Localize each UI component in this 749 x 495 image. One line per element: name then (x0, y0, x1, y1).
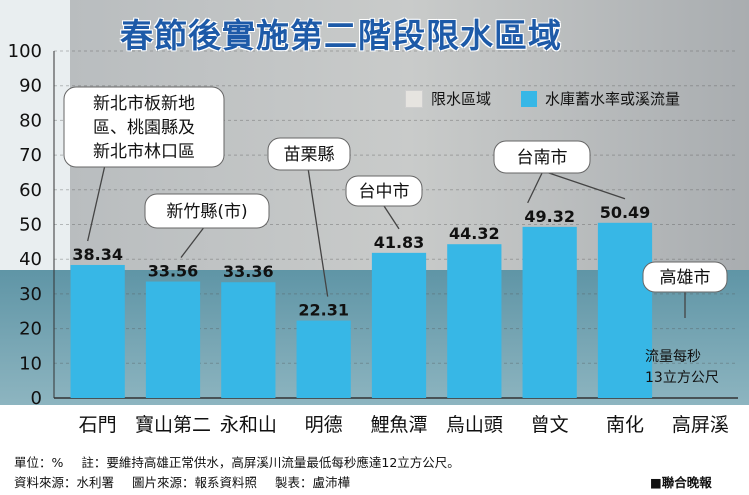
y-tick-label: 80 (19, 110, 42, 131)
callout-line: 新竹縣(市) (166, 202, 247, 222)
data-source-text: 資料來源：水利署 (14, 475, 115, 490)
bar (522, 226, 577, 398)
photo-source-text: 圖片來源：報系資料照 (132, 475, 258, 490)
y-tick-label: 90 (19, 76, 42, 97)
callout-line: 台南市 (517, 148, 568, 168)
footer-line-1: 單位：% 註：要維持高雄正常供水，高屏溪川流量最低每秒應達12立方公尺。 (14, 452, 474, 471)
x-tick-label: 高屏溪 (672, 414, 729, 436)
callout-1: 新竹縣(市) (144, 193, 270, 258)
callout-box (642, 261, 728, 293)
callout-pointer (180, 225, 206, 258)
value-labels: 38.34 33.56 33.36 22.31 41.83 44.32 49.32 50.49 (72, 203, 650, 320)
x-axis-labels: 石門 寶山第二 永和山 明德 鯉魚潭 烏山頭 曾文 南化 高屏溪 (79, 414, 729, 436)
bar (597, 222, 653, 398)
value-label: 44.32 (449, 224, 500, 243)
y-tick-label: 20 (19, 319, 42, 340)
legend-label-rate: 水庫蓄水率或溪流量 (545, 90, 681, 108)
legend: 限水區域 水庫蓄水率或溪流量 (405, 88, 680, 109)
bar (221, 282, 276, 398)
callout-line: 苗栗縣 (284, 145, 335, 165)
callout-box (63, 86, 225, 168)
y-tick-label: 70 (19, 145, 42, 166)
footer-line-2: 資料來源：水利署 圖片來源：報系資料照 製表：盧沛樺 (14, 472, 364, 491)
value-label: 38.34 (72, 245, 123, 264)
bar (70, 264, 125, 398)
callout-4: 台南市 (493, 140, 626, 204)
chart-title: 春節後實施第二階段限水區域 (120, 16, 562, 55)
note-text: 註：要維持高雄正常供水，高屏溪川流量最低每秒應達12立方公尺。 (81, 455, 460, 470)
callout-pointer (383, 205, 400, 230)
bars (70, 222, 653, 398)
value-label: 49.32 (524, 207, 575, 226)
y-tick-label: 100 (8, 41, 42, 62)
bar (145, 281, 201, 398)
value-label: 50.49 (600, 203, 651, 222)
x-tick-label: 明德 (305, 414, 343, 436)
y-tick-label: 40 (19, 249, 42, 270)
callout-2: 苗栗縣 (267, 137, 351, 297)
callout-box (144, 193, 270, 229)
callout-pointer (542, 170, 626, 200)
x-tick-label: 寶山第二 (135, 414, 211, 436)
y-tick-label: 0 (31, 388, 42, 409)
x-tick-label: 南化 (606, 414, 644, 436)
callout-line: 新北市板新地 (93, 94, 195, 114)
x-tick-label: 曾文 (531, 414, 569, 436)
bar (371, 252, 427, 398)
x-tick-label: 烏山頭 (446, 414, 503, 436)
x-tick-label: 石門 (79, 414, 117, 436)
publisher-text: ■聯合晚報 (650, 475, 712, 490)
callout-line: 高雄市 (660, 268, 711, 288)
unit-text: 單位：% (14, 455, 64, 470)
y-tick-label: 10 (19, 353, 42, 374)
callout-line: 區、桃園縣及 (93, 118, 195, 138)
value-label: 41.83 (374, 233, 425, 252)
callout-pointer (527, 170, 544, 204)
legend-swatch-restricted (405, 89, 423, 108)
callout-5: 高雄市 (642, 261, 728, 318)
legend-swatch-rate (521, 90, 538, 107)
callout-3: 台中市 (345, 175, 423, 230)
callout-line: 台中市 (359, 182, 410, 202)
kaohsiung-note-2: 13立方公尺 (645, 370, 719, 386)
y-tick-label: 30 (19, 284, 42, 305)
bar (447, 244, 502, 398)
kaohsiung-note-1: 流量每秒 (645, 349, 701, 365)
value-label: 22.31 (298, 301, 349, 320)
y-tick-label: 60 (19, 180, 42, 201)
callout-pointer (307, 167, 329, 297)
legend-label-restricted: 限水區域 (431, 90, 492, 108)
value-label: 33.56 (148, 262, 199, 281)
callout-pointer (87, 164, 106, 242)
y-tick-label: 50 (19, 215, 42, 236)
x-tick-label: 永和山 (220, 414, 277, 436)
value-label: 33.36 (223, 262, 274, 281)
callout-line: 新北市林口區 (93, 142, 195, 162)
callout-box (345, 175, 423, 207)
callout-box (267, 137, 351, 171)
bar (296, 320, 351, 398)
callout-box (493, 140, 591, 174)
x-tick-label: 鯉魚潭 (370, 414, 427, 436)
maker-text: 製表：盧沛樺 (275, 475, 351, 490)
